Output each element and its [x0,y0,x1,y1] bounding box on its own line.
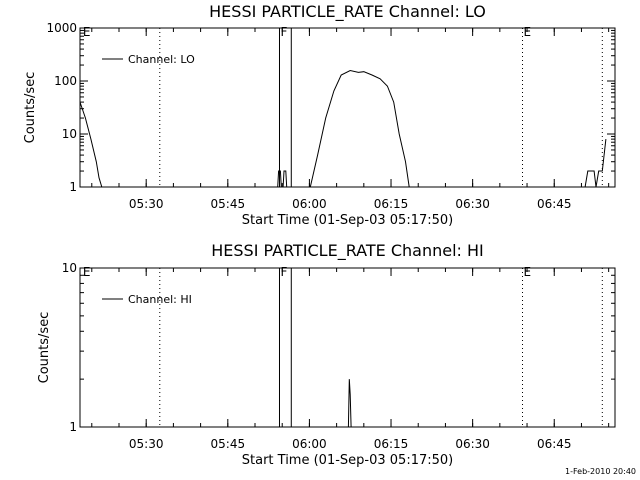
event-marker-label: E [83,25,91,39]
render-timestamp: 1-Feb-2010 20:40 [565,467,636,476]
event-marker-label: E [524,265,532,279]
x-tick-label: 06:30 [455,197,490,211]
x-tick-label: 06:15 [374,197,409,211]
series-line [79,101,103,188]
legend-entry: Channel: LO [128,53,195,66]
chart-title: HESSI PARTICLE_RATE Channel: HI [211,241,484,261]
legend-entry: Channel: HI [128,293,192,306]
series-line [347,379,352,428]
x-tick-label: 05:45 [211,197,246,211]
x-axis-label: Start Time (01-Sep-03 05:17:50) [242,213,453,228]
plot-frame [79,27,616,188]
event-marker-label: F [280,25,287,39]
x-tick-label: 06:00 [292,197,327,211]
x-tick-label: 06:45 [537,197,572,211]
y-tick-label: 1000 [46,21,77,35]
series-line [277,170,288,188]
y-tick-label: 1 [69,420,77,434]
y-axis-label: Counts/sec [23,72,38,144]
event-marker-label: F [280,265,287,279]
x-tick-label: 06:45 [537,437,572,451]
plot-frame [79,267,616,428]
series-line [584,139,607,188]
x-tick-label: 05:30 [129,437,164,451]
x-tick-label: 05:30 [129,197,164,211]
event-marker-label: E [524,25,532,39]
chart-title: HESSI PARTICLE_RATE Channel: LO [209,2,486,22]
x-tick-label: 06:00 [292,437,327,451]
x-axis-label: Start Time (01-Sep-03 05:17:50) [242,453,453,468]
y-axis-label: Counts/sec [37,312,52,384]
x-tick-label: 06:15 [374,437,409,451]
y-tick-label: 1 [69,180,77,194]
x-tick-label: 06:30 [455,437,490,451]
event-marker-label: E [83,265,91,279]
panel-lo: HESSI PARTICLE_RATE Channel: LO Counts/se… [23,2,616,228]
y-tick-label: 10 [62,261,77,275]
y-tick-label: 100 [54,74,77,88]
x-tick-label: 05:45 [211,437,246,451]
y-tick-label: 10 [62,127,77,141]
series-line [309,69,410,188]
panel-hi: HESSI PARTICLE_RATE Channel: HI Counts/se… [37,241,616,468]
